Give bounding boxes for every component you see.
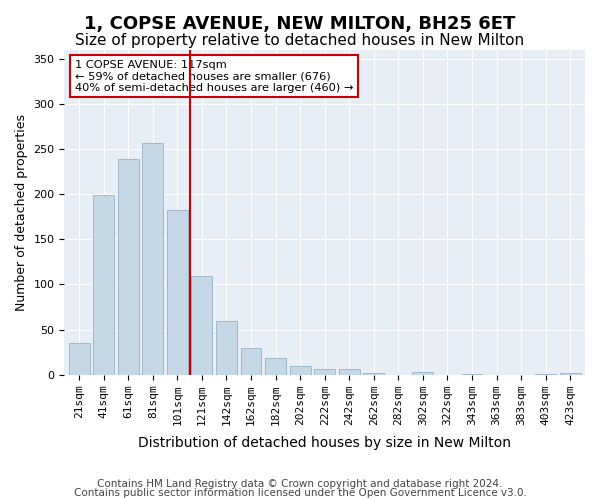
Bar [118,159,139,374]
Bar [339,370,359,374]
X-axis label: Distribution of detached houses by size in New Milton: Distribution of detached houses by size … [138,436,511,450]
Text: Size of property relative to detached houses in New Milton: Size of property relative to detached ho… [76,32,524,48]
Bar [290,366,311,374]
Bar [560,373,581,374]
Bar [265,358,286,374]
Text: 1 COPSE AVENUE: 117sqm
← 59% of detached houses are smaller (676)
40% of semi-de: 1 COPSE AVENUE: 117sqm ← 59% of detached… [75,60,353,93]
Bar [241,348,262,374]
Bar [412,372,433,374]
Text: Contains public sector information licensed under the Open Government Licence v3: Contains public sector information licen… [74,488,526,498]
Bar [191,276,212,374]
Bar [93,195,114,374]
Y-axis label: Number of detached properties: Number of detached properties [15,114,28,311]
Bar [216,322,237,374]
Bar [314,370,335,374]
Bar [69,343,89,374]
Bar [167,210,188,374]
Text: Contains HM Land Registry data © Crown copyright and database right 2024.: Contains HM Land Registry data © Crown c… [97,479,503,489]
Text: 1, COPSE AVENUE, NEW MILTON, BH25 6ET: 1, COPSE AVENUE, NEW MILTON, BH25 6ET [85,15,515,33]
Bar [142,143,163,374]
Bar [364,373,384,374]
